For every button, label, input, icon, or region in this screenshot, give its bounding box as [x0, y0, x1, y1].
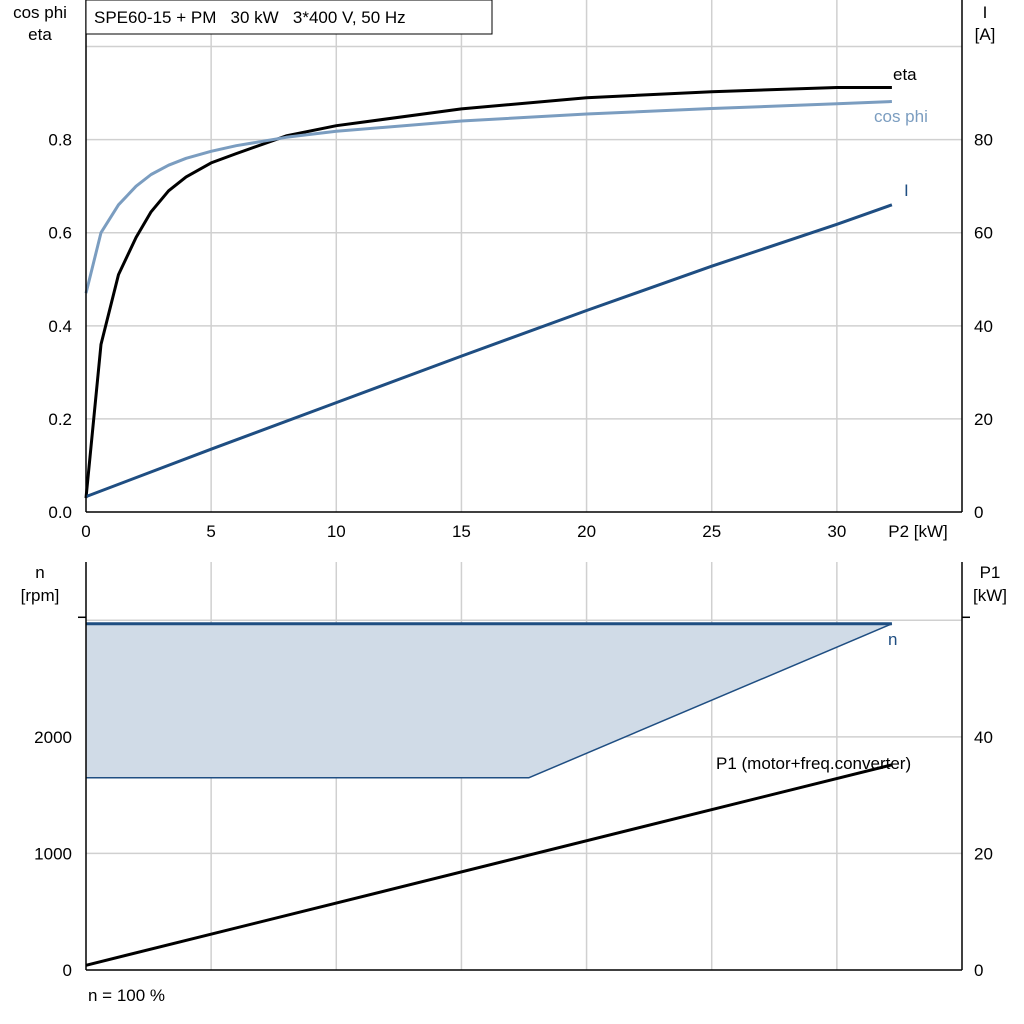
- top-x-tick-5: 25: [702, 522, 721, 541]
- top-y-tick-labels-left: 0.0 0.2 0.4 0.6 0.8: [48, 131, 72, 522]
- title-box: [85, 0, 493, 35]
- top-y-tick-left-2: 0.4: [48, 317, 72, 336]
- chart-title: SPE60-15 + PM 30 kW 3*400 V, 50 Hz: [94, 8, 406, 27]
- top-y-label-left-1: cos phi: [13, 3, 67, 22]
- bottom-y-tick-labels-left: 0 1000 2000: [34, 728, 72, 980]
- bottom-y-label-left-2: [rpm]: [21, 586, 60, 605]
- bottom-y-tick-right-2: 40: [974, 728, 993, 747]
- bottom-y-label-right-2: [kW]: [973, 586, 1007, 605]
- series-label-eta: eta: [893, 65, 917, 84]
- top-x-tick-6: 30: [827, 522, 846, 541]
- series-label-speed: n: [888, 630, 897, 649]
- top-gridlines: [86, 0, 962, 512]
- top-y-label-left-2: eta: [28, 25, 52, 44]
- top-x-tick-3: 15: [452, 522, 471, 541]
- bottom-y-label-left-1: n: [35, 563, 44, 582]
- top-series: [84, 86, 893, 499]
- top-y-tick-right-1: 20: [974, 410, 993, 429]
- top-y-tick-left-4: 0.8: [48, 131, 72, 150]
- top-series-line-1: [84, 100, 892, 294]
- top-y-tick-right-0: 0: [974, 503, 983, 522]
- top-y-tick-left-0: 0.0: [48, 503, 72, 522]
- series-label-cos-phi: cos phi: [874, 107, 928, 126]
- top-x-label: P2 [kW]: [888, 522, 948, 541]
- bottom-y-tick-labels-right: 0 20 40: [974, 728, 993, 980]
- bottom-series-line-1: [86, 623, 893, 779]
- bottom-y-tick-right-0: 0: [974, 961, 983, 980]
- top-series-line-0: [84, 86, 892, 499]
- top-y-label-right-1: I: [983, 3, 988, 22]
- top-y-label-right-2: [A]: [975, 25, 996, 44]
- top-x-tick-4: 20: [577, 522, 596, 541]
- top-y-tick-left-1: 0.2: [48, 410, 72, 429]
- bottom-series: [78, 616, 970, 967]
- series-label-p1: P1 (motor+freq.converter): [716, 754, 911, 773]
- operating-area: [86, 623, 892, 778]
- footnote-speed: n = 100 %: [88, 986, 165, 1005]
- top-series-line-2: [85, 203, 893, 499]
- series-label-current: I: [904, 181, 909, 200]
- top-y-tick-right-2: 40: [974, 317, 993, 336]
- top-y-tick-left-3: 0.6: [48, 224, 72, 243]
- top-x-tick-0: 0: [81, 522, 90, 541]
- top-y-tick-right-4: 80: [974, 131, 993, 150]
- bottom-y-tick-left-1: 1000: [34, 844, 72, 863]
- bottom-y-tick-left-0: 0: [63, 961, 72, 980]
- bottom-y-label-right-1: P1: [980, 563, 1001, 582]
- top-x-tick-2: 10: [327, 522, 346, 541]
- bottom-y-tick-right-1: 20: [974, 844, 993, 863]
- top-y-tick-right-3: 60: [974, 224, 993, 243]
- bottom-series-line-2: [85, 763, 893, 967]
- top-x-tick-labels: 0 5 10 15 20 25 30: [81, 522, 846, 541]
- top-y-tick-labels-right: 0 20 40 60 80: [974, 131, 993, 522]
- bottom-y-tick-left-2: 2000: [34, 728, 72, 747]
- top-x-tick-1: 5: [206, 522, 215, 541]
